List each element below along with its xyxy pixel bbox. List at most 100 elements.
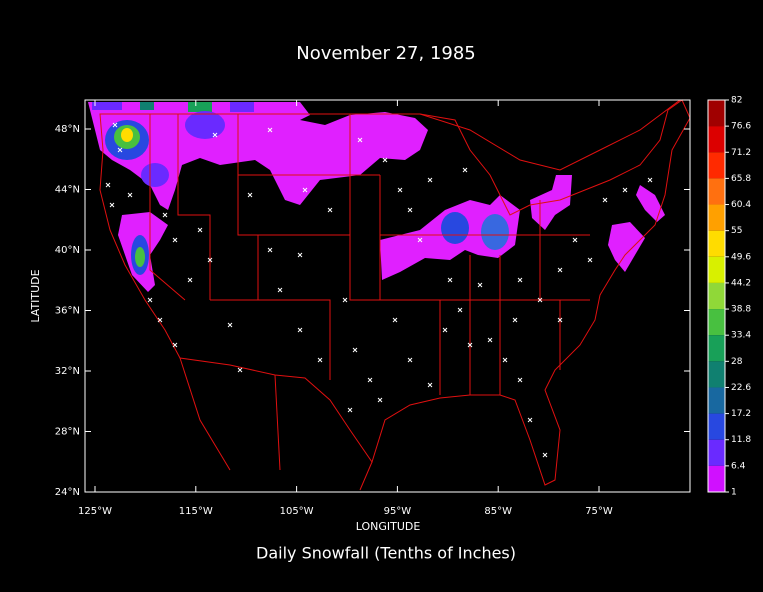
station-marker [382,157,388,163]
colorbar-label: 65.8 [731,174,751,184]
snow-area [88,102,428,210]
snow-cell [92,102,122,110]
colorbar-swatch [708,178,725,205]
x-axis-label: LONGITUDE [356,520,421,533]
station-marker [377,397,383,403]
station-marker [647,177,653,183]
station-marker [127,192,133,198]
colorbar-frame [707,99,726,493]
x-tick-label: 115°W [179,506,213,517]
station-marker [277,287,283,293]
station-marker [117,147,123,153]
colorbar-label: 6.4 [731,461,746,471]
colorbar: 82 76.6 71.2 65.8 60.4 55 49.6 44.2 38.8 33.4 28 22… [707,96,751,498]
station-marker [327,207,333,213]
colorbar-label: 60.4 [731,200,751,210]
snow-cell [188,102,212,112]
y-tick-label: 44°N [55,185,80,196]
station-marker [397,187,403,193]
x-tick-label: 75°W [585,506,613,517]
station-marker [557,317,563,323]
station-marker [407,357,413,363]
station-marker [267,127,273,133]
snow-cell [140,102,154,110]
snow-core [441,212,469,244]
station-marker [467,342,473,348]
colorbar-label: 28 [731,357,743,367]
snow-core [185,111,225,139]
x-tick-label: 95°W [384,506,412,517]
station-marker [297,327,303,333]
station-marker [352,347,358,353]
colorbar-label: 55 [731,226,742,236]
station-marker [527,417,533,423]
colorbar-swatch [708,230,725,257]
snow-core [481,214,509,250]
station-marker [357,137,363,143]
snow-area [636,185,665,222]
y-tick-label: 40°N [55,245,80,256]
map-subtitle: Daily Snowfall (Tenths of Inches) [256,544,516,563]
colorbar-label: 1 [731,488,737,498]
y-tick-label: 48°N [55,124,80,135]
snow-areas [88,102,665,292]
station-marker [247,192,253,198]
station-marker [172,342,178,348]
colorbar-swatch [708,100,725,127]
station-marker [105,182,111,188]
colorbar-swatch [708,256,725,283]
station-marker [587,257,593,263]
station-marker [207,257,213,263]
colorbar-label: 49.6 [731,252,751,262]
station-marker [347,407,353,413]
station-marker [537,297,543,303]
station-marker [502,357,508,363]
colorbar-label: 33.4 [731,331,751,341]
station-marker [392,317,398,323]
y-tick-label: 32°N [55,366,80,377]
station-marker [317,357,323,363]
station-marker [187,277,193,283]
colorbar-label: 71.2 [731,148,751,158]
station-marker [417,237,423,243]
y-tick-label: 24°N [55,487,80,498]
colorbar-swatch [708,126,725,153]
station-marker [302,187,308,193]
colorbar-swatch [708,439,725,466]
station-marker [427,177,433,183]
country-border [179,99,681,491]
station-marker [112,122,118,128]
colorbar-label: 11.8 [731,435,751,445]
station-marker [427,382,433,388]
station-marker [342,297,348,303]
snow-area [608,222,645,272]
station-marker [457,307,463,313]
station-marker [172,237,178,243]
colorbar-label: 44.2 [731,278,751,288]
colorbar-swatch [708,282,725,310]
snow-core [135,247,145,267]
snow-core [121,128,133,142]
colorbar-swatch [708,309,725,336]
plot-frame [84,99,691,493]
station-marker [227,322,233,328]
map-title: November 27, 1985 [296,43,476,64]
station-marker [162,212,168,218]
snow-core [141,163,169,187]
station-marker [602,197,608,203]
x-tick-label: 105°W [280,506,314,517]
station-marker [477,282,483,288]
y-tick-label: 36°N [55,306,80,317]
station-marker [557,267,563,273]
station-marker [542,452,548,458]
station-marker [447,277,453,283]
colorbar-label: 82 [731,96,742,106]
station-marker [197,227,203,233]
colorbar-swatch [708,413,725,440]
us-outline [99,99,691,486]
map-area [88,99,691,491]
station-marker [267,247,273,253]
y-axis-label: LATITUDE [29,269,42,322]
